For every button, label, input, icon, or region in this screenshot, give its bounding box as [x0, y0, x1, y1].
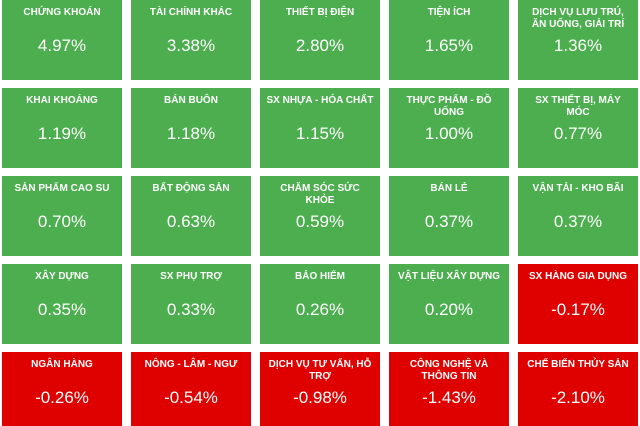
sector-change: -0.26%	[35, 388, 89, 407]
sector-change: 1.19%	[37, 124, 87, 143]
sector-change: -0.17%	[551, 300, 605, 319]
sector-change: 1.00%	[424, 124, 474, 143]
sector-change: 1.36%	[553, 36, 603, 55]
sector-change: 1.18%	[166, 124, 216, 143]
sector-label: CÔNG NGHỆ VÀ THÔNG TIN	[409, 359, 489, 382]
sector-label: THIẾT BỊ ĐIỆN	[285, 7, 355, 18]
sector-label: SX THIẾT BỊ, MÁY MÓC	[535, 95, 621, 118]
sector-tile: SX NHỰA - HÓA CHẤT 1.15%	[260, 88, 380, 168]
sector-tile: SX PHỤ TRỢ 0.33%	[131, 264, 251, 344]
sector-tile: BÁN BUÔN 1.18%	[131, 88, 251, 168]
sector-change: 0.37%	[424, 212, 474, 231]
sector-change: 0.33%	[166, 300, 216, 319]
sector-label: THỰC PHẨM - ĐỒ UỐNG	[406, 95, 492, 118]
sector-change: 0.70%	[37, 212, 87, 231]
sector-label: TIỆN ÍCH	[427, 7, 471, 18]
sector-change: 1.15%	[295, 124, 345, 143]
sector-label: VẬN TẢI - KHO BÃI	[532, 183, 624, 194]
sector-label: CHỨNG KHOÁN	[23, 7, 101, 18]
sector-tile: CHĂM SÓC SỨC KHỎE 0.59%	[260, 176, 380, 256]
sector-change: 0.26%	[295, 300, 345, 319]
sector-tile: CÔNG NGHỆ VÀ THÔNG TIN -1.43%	[389, 352, 509, 426]
sector-tile: NÔNG - LÂM - NGƯ -0.54%	[131, 352, 251, 426]
sector-change: -1.43%	[422, 388, 476, 407]
sector-tile: VẬN TẢI - KHO BÃI 0.37%	[518, 176, 638, 256]
sector-change: -0.54%	[164, 388, 218, 407]
sector-change: -0.98%	[293, 388, 347, 407]
sector-label: KHAI KHOÁNG	[26, 95, 98, 106]
sector-label: VẬT LIỆU XÂY DỰNG	[397, 271, 500, 282]
sector-change: 0.35%	[37, 300, 87, 319]
sector-tile: SX HÀNG GIA DỤNG -0.17%	[518, 264, 638, 344]
sector-change: -2.10%	[551, 388, 605, 407]
sector-label: SẢN PHẨM CAO SU	[14, 183, 110, 194]
sector-label: NGÂN HÀNG	[31, 359, 93, 370]
sector-tile: DỊCH VỤ TƯ VẤN, HỖ TRỢ -0.98%	[260, 352, 380, 426]
sector-tile: CHỨNG KHOÁN 4.97%	[2, 0, 122, 80]
sector-tile: KHAI KHOÁNG 1.19%	[2, 88, 122, 168]
sector-label: BẢO HIỂM	[295, 271, 345, 282]
sector-tile: TÀI CHÍNH KHÁC 3.38%	[131, 0, 251, 80]
sector-label: BÁN BUÔN	[164, 95, 218, 106]
sector-label: CHĂM SÓC SỨC KHỎE	[280, 183, 360, 206]
sector-tile: XÂY DỰNG 0.35%	[2, 264, 122, 344]
sector-tile: BẤT ĐỘNG SẢN 0.63%	[131, 176, 251, 256]
sector-change: 0.63%	[166, 212, 216, 231]
sector-tile: SẢN PHẨM CAO SU 0.70%	[2, 176, 122, 256]
sector-label: BÁN LẺ	[430, 183, 468, 194]
sector-tile: TIỆN ÍCH 1.65%	[389, 0, 509, 80]
sector-label: SX HÀNG GIA DỤNG	[529, 271, 627, 282]
sector-tile: VẬT LIỆU XÂY DỰNG 0.20%	[389, 264, 509, 344]
sector-label: BẤT ĐỘNG SẢN	[152, 183, 230, 194]
sector-tile: THIẾT BỊ ĐIỆN 2.80%	[260, 0, 380, 80]
sector-change: 0.59%	[295, 212, 345, 231]
sector-label: SX NHỰA - HÓA CHẤT	[266, 95, 374, 106]
sector-label: CHẾ BIẾN THỦY SẢN	[527, 359, 629, 370]
sector-change: 0.20%	[424, 300, 474, 319]
sector-tile: NGÂN HÀNG -0.26%	[2, 352, 122, 426]
sector-tile: THỰC PHẨM - ĐỒ UỐNG 1.00%	[389, 88, 509, 168]
sector-label: NÔNG - LÂM - NGƯ	[144, 359, 238, 370]
sector-change: 3.38%	[166, 36, 216, 55]
sector-label: DỊCH VỤ TƯ VẤN, HỖ TRỢ	[268, 359, 372, 382]
sector-tile: SX THIẾT BỊ, MÁY MÓC 0.77%	[518, 88, 638, 168]
sector-change: 0.77%	[553, 124, 603, 143]
sector-label: SX PHỤ TRỢ	[160, 271, 222, 282]
sector-label: DỊCH VỤ LƯU TRÚ, ĂN UỐNG, GIẢI TRÍ	[531, 7, 625, 30]
sector-tile: CHẾ BIẾN THỦY SẢN -2.10%	[518, 352, 638, 426]
sector-tile: BÁN LẺ 0.37%	[389, 176, 509, 256]
sector-tile: DỊCH VỤ LƯU TRÚ, ĂN UỐNG, GIẢI TRÍ 1.36%	[518, 0, 638, 80]
sector-change: 4.97%	[37, 36, 87, 55]
sector-change: 1.65%	[424, 36, 474, 55]
sector-change: 2.80%	[295, 36, 345, 55]
sector-change: 0.37%	[553, 212, 603, 231]
sector-tile: BẢO HIỂM 0.26%	[260, 264, 380, 344]
sector-label: XÂY DỰNG	[35, 271, 89, 282]
sector-label: TÀI CHÍNH KHÁC	[149, 7, 233, 18]
